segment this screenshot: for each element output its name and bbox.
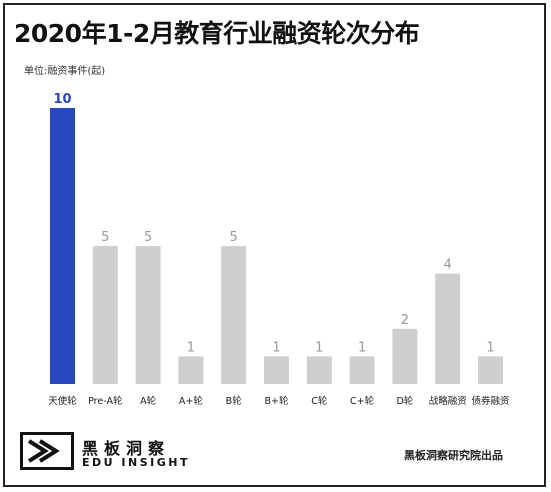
value-label-10: 1 xyxy=(486,340,494,355)
value-label-8: 2 xyxy=(401,313,409,328)
category-label-10: 债券融资 xyxy=(471,395,510,407)
value-label-0: 10 xyxy=(53,92,71,107)
brand-name-cn: 黑板洞察 xyxy=(82,439,171,458)
chart-title: 2020年1-2月教育行业融资轮次分布 xyxy=(14,19,420,48)
category-label-3: A+轮 xyxy=(179,395,203,407)
bar-2 xyxy=(135,246,161,384)
bar-8 xyxy=(392,328,418,384)
brand-name-en: EDU INSIGHT xyxy=(82,456,190,469)
category-label-5: B+轮 xyxy=(265,395,289,407)
category-label-6: C轮 xyxy=(311,395,328,407)
unit-label: 单位:融资事件(起) xyxy=(24,66,106,77)
bar-3 xyxy=(178,356,204,384)
value-label-1: 5 xyxy=(101,230,109,245)
category-label-7: C+轮 xyxy=(350,395,375,407)
category-label-8: D轮 xyxy=(396,395,413,407)
category-label-0: 天使轮 xyxy=(48,395,77,407)
bar-6 xyxy=(306,356,332,384)
source-credit: 黑板洞察研究院出品 xyxy=(404,449,503,462)
bar-9 xyxy=(435,273,461,384)
value-label-5: 1 xyxy=(272,340,280,355)
bar-10 xyxy=(478,356,503,384)
category-label-1: Pre-A轮 xyxy=(88,395,123,407)
category-label-4: B轮 xyxy=(226,395,243,407)
value-label-4: 5 xyxy=(230,230,238,245)
bar-5 xyxy=(264,356,289,384)
bar-chart: 10 天使轮 5 Pre-A轮 5 A轮 1 A+轮 5 B轮 1 B+轮 1 C轮 1 C+轮 2 D轮 4 战略融… xyxy=(48,92,510,407)
value-label-3: 1 xyxy=(187,340,195,355)
bar-0 xyxy=(50,108,75,384)
bar-1 xyxy=(92,246,118,384)
value-label-7: 1 xyxy=(358,340,366,355)
bar-4 xyxy=(221,246,247,384)
value-label-9: 4 xyxy=(444,258,452,273)
bar-7 xyxy=(349,356,375,384)
category-label-9: 战略融资 xyxy=(429,395,468,407)
value-label-2: 5 xyxy=(144,230,152,245)
category-label-2: A轮 xyxy=(140,395,156,407)
edu-insight-logo-icon xyxy=(20,432,74,470)
value-label-6: 1 xyxy=(315,340,323,355)
chart-frame xyxy=(3,3,546,487)
